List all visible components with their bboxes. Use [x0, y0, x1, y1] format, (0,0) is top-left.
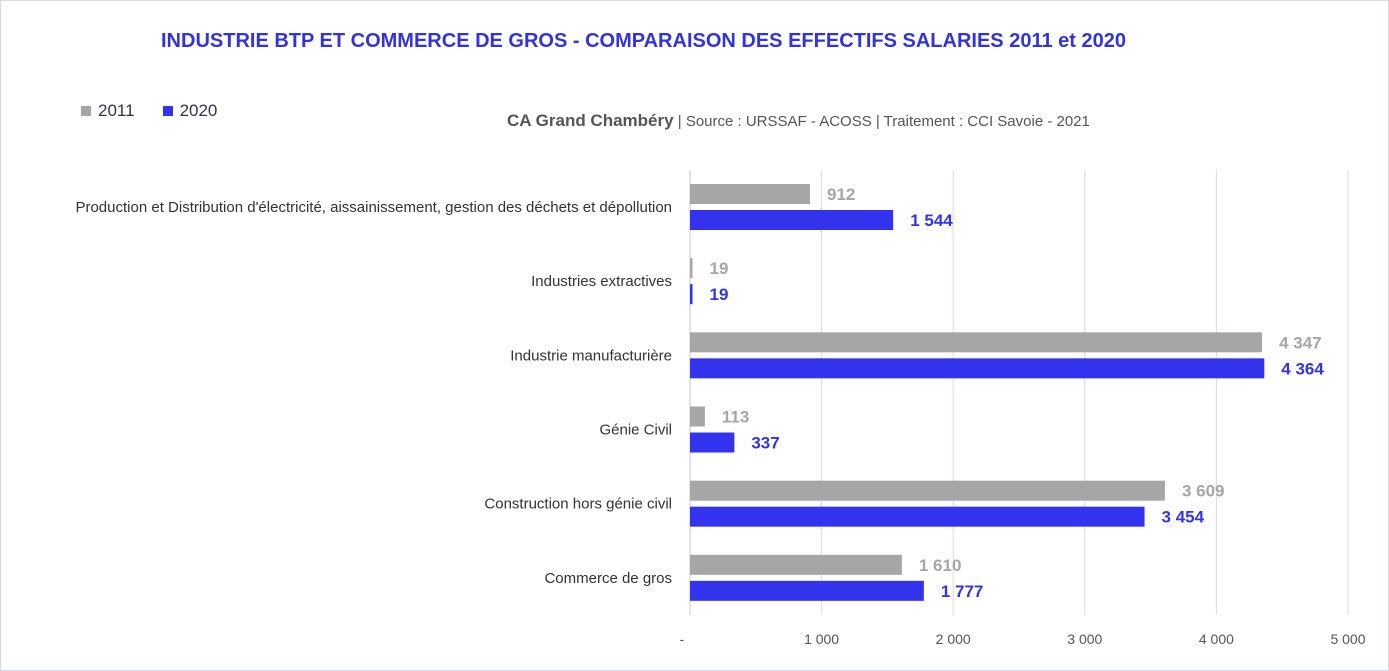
bar-2020: [690, 210, 894, 230]
data-label-2020: 4 364: [1281, 359, 1324, 378]
data-label-2011: 3 609: [1182, 482, 1225, 501]
data-label-2020: 337: [751, 434, 779, 453]
bar-2020: [690, 284, 693, 305]
x-tick-label: 4 000: [1199, 631, 1234, 647]
bar-2011: [690, 258, 693, 279]
x-tick-label: 1 000: [804, 631, 839, 647]
category-label: Production et Distribution d'électricité…: [75, 199, 672, 216]
bar-2011: [690, 332, 1263, 353]
x-tick-label: 5 000: [1330, 631, 1365, 647]
legend-label-2011: 2011: [98, 101, 135, 120]
legend-swatch-2011: [81, 106, 91, 116]
bar-2020: [690, 358, 1265, 379]
data-label-2020: 19: [710, 285, 729, 304]
x-tick-label: -: [680, 631, 685, 647]
data-label-2020: 1 777: [941, 582, 984, 601]
data-label-2011: 912: [827, 185, 855, 204]
data-label-2011: 113: [722, 408, 749, 427]
category-label: Commerce de gros: [544, 570, 672, 587]
bar-2011: [690, 184, 811, 204]
bar-2011: [690, 554, 902, 575]
legend-item-2020: 2020: [162, 101, 218, 121]
category-label: Construction hors génie civil: [484, 496, 672, 513]
chart-subtitle: CA Grand Chambéry | Source : URSSAF - AC…: [507, 111, 1090, 131]
bar-2011: [690, 480, 1165, 501]
data-label-2020: 3 454: [1162, 508, 1205, 527]
data-label-2020: 1 544: [910, 211, 953, 230]
source-label: | Source : URSSAF - ACOSS | Traitement :…: [677, 113, 1090, 130]
legend-swatch-2020: [162, 106, 173, 116]
legend-label-2020: 2020: [179, 101, 218, 120]
bar-2011: [690, 406, 705, 427]
chart-title: INDUSTRIE BTP ET COMMERCE DE GROS - COMP…: [161, 30, 1126, 52]
data-label-2011: 19: [710, 259, 729, 278]
legend-item-2011: 2011: [81, 101, 135, 121]
x-tick-label: 3 000: [1067, 631, 1102, 647]
data-label-2011: 4 347: [1279, 333, 1322, 352]
x-tick-label: 2 000: [936, 631, 971, 647]
category-label: Industries extractives: [531, 273, 672, 290]
chart-legend: 2011 2020: [81, 101, 217, 121]
territory-label: CA Grand Chambéry: [507, 111, 674, 130]
category-label: Industrie manufacturière: [510, 347, 672, 364]
data-label-2011: 1 610: [919, 556, 962, 575]
bar-2020: [690, 506, 1145, 527]
bar-2020: [690, 432, 735, 453]
bar-2020: [690, 580, 924, 601]
category-label: Génie Civil: [599, 422, 672, 439]
